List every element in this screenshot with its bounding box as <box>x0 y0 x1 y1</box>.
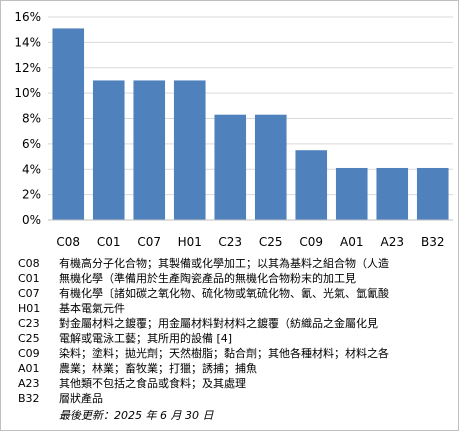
y-tick-label: 8% <box>22 112 41 126</box>
x-tick-label: H01 <box>178 235 202 249</box>
legend-code: B32 <box>18 392 40 405</box>
legend-description: 有機高分子化合物；其製備或化學加工；以其為基料之組合物（人造 <box>59 257 389 270</box>
x-tick-label: C25 <box>259 235 283 249</box>
y-axis-tick-labels: 0% 2% 4% 6% 8% 10% 12% 14% 16% <box>14 10 41 227</box>
legend-description: 電解或電泳工藝；其所用的設備 [4] <box>59 332 233 345</box>
x-tick-label: C01 <box>97 235 121 249</box>
legend-description: 其他類不包括之食品或食料；及其處理 <box>59 377 246 390</box>
y-tick-label: 10% <box>14 86 41 100</box>
legend-row-c25: C25 電解或電泳工藝；其所用的設備 [4] <box>1 332 458 345</box>
legend-description: 染料；塗料；拋光劑；天然樹脂；黏合劑；其他各種材料；材料之各 <box>59 347 389 360</box>
legend-code: C25 <box>18 332 40 345</box>
legend-code: C07 <box>18 287 40 300</box>
y-tick-label: 6% <box>22 137 41 151</box>
y-tick-label: 0% <box>22 213 41 227</box>
bar-chart: 0% 2% 4% 6% 8% 10% 12% 14% 16% C08 C01 C07 H01 C23 C2… <box>14 10 453 249</box>
x-axis-tick-labels: C08 C01 C07 H01 C23 C25 C09 A01 A23 B32 <box>56 235 444 249</box>
legend-code: C08 <box>18 257 40 270</box>
legend-description: 無機化學（準備用於生產陶瓷產品的無機化合物粉末的加工見 <box>59 272 356 285</box>
legend-row-c09: C09 染料；塗料；拋光劑；天然樹脂；黏合劑；其他各種材料；材料之各 <box>1 347 458 360</box>
legend-row-c07: C07 有機化學〔諸如碳之氧化物、硫化物或氧硫化物、氰、光氣、氫氰酸 <box>1 287 458 300</box>
legend-description: 基本電氣元件 <box>59 302 125 315</box>
last-updated-note: 最後更新：2025 年 6 月 30 日 <box>59 409 214 422</box>
legend-code: C09 <box>18 347 40 360</box>
bars <box>52 28 449 221</box>
legend-description: 農業；林業；畜牧業；打獵；誘捕；捕魚 <box>59 362 257 375</box>
x-tick-label: A01 <box>340 235 363 249</box>
legend-row-h01: H01 基本電氣元件 <box>1 302 458 315</box>
bar-a23 <box>376 167 409 220</box>
legend-row-b32: B32 層狀產品 <box>1 392 458 405</box>
y-tick-label: 14% <box>14 35 41 49</box>
legend-description: 有機化學〔諸如碳之氧化物、硫化物或氧硫化物、氰、光氣、氫氰酸 <box>59 287 389 300</box>
y-tick-label: 2% <box>22 188 41 202</box>
bar-c09 <box>295 150 328 220</box>
legend-description: 層狀產品 <box>59 392 103 405</box>
legend-code: C23 <box>18 317 40 330</box>
bar-a01 <box>335 167 368 220</box>
legend-row-c01: C01 無機化學（準備用於生產陶瓷產品的無機化合物粉末的加工見 <box>1 272 458 285</box>
bar-c25 <box>254 114 287 220</box>
y-tick-label: 4% <box>22 162 41 176</box>
bar-c23 <box>214 114 247 220</box>
legend-code: H01 <box>18 302 41 315</box>
legend-code: C01 <box>18 272 40 285</box>
legend-row-c08: C08 有機高分子化合物；其製備或化學加工；以其為基料之組合物（人造 <box>1 257 458 270</box>
legend-row-a23: A23 其他類不包括之食品或食料；及其處理 <box>1 377 458 390</box>
bar-c08 <box>52 28 85 221</box>
bar-c01 <box>92 80 125 220</box>
legend-code: A01 <box>18 362 40 375</box>
x-tick-label: C23 <box>218 235 242 249</box>
bar-c07 <box>133 80 166 220</box>
bar-b32 <box>416 167 449 220</box>
legend-row-a01: A01 農業；林業；畜牧業；打獵；誘捕；捕魚 <box>1 362 458 375</box>
y-tick-label: 16% <box>14 10 41 24</box>
x-tick-label: C08 <box>56 235 80 249</box>
y-tick-label: 12% <box>14 61 41 75</box>
x-tick-label: C07 <box>137 235 161 249</box>
x-tick-label: B32 <box>421 235 445 249</box>
code-legend: C08 有機高分子化合物；其製備或化學加工；以其為基料之組合物（人造 C01 無機化學… <box>1 257 458 425</box>
bar-h01 <box>173 80 206 220</box>
legend-code: A23 <box>18 377 40 390</box>
x-tick-label: C09 <box>299 235 323 249</box>
legend-row-c23: C23 對金屬材料之鍍覆；用金屬材料對材料之鍍覆（紡織品之金屬化見 <box>1 317 458 330</box>
legend-description: 對金屬材料之鍍覆；用金屬材料對材料之鍍覆（紡織品之金屬化見 <box>59 317 378 330</box>
x-tick-label: A23 <box>381 235 404 249</box>
